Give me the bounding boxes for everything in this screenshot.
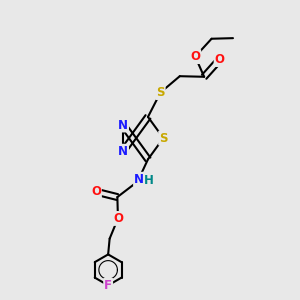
Text: N: N bbox=[118, 118, 128, 131]
Text: O: O bbox=[190, 50, 200, 63]
Text: O: O bbox=[113, 212, 123, 225]
Text: N: N bbox=[134, 173, 144, 186]
Text: F: F bbox=[104, 279, 112, 292]
Text: N: N bbox=[118, 145, 128, 158]
Text: O: O bbox=[91, 185, 101, 198]
Text: S: S bbox=[159, 132, 168, 145]
Text: O: O bbox=[214, 53, 225, 66]
Text: H: H bbox=[144, 174, 154, 187]
Text: S: S bbox=[156, 86, 165, 99]
